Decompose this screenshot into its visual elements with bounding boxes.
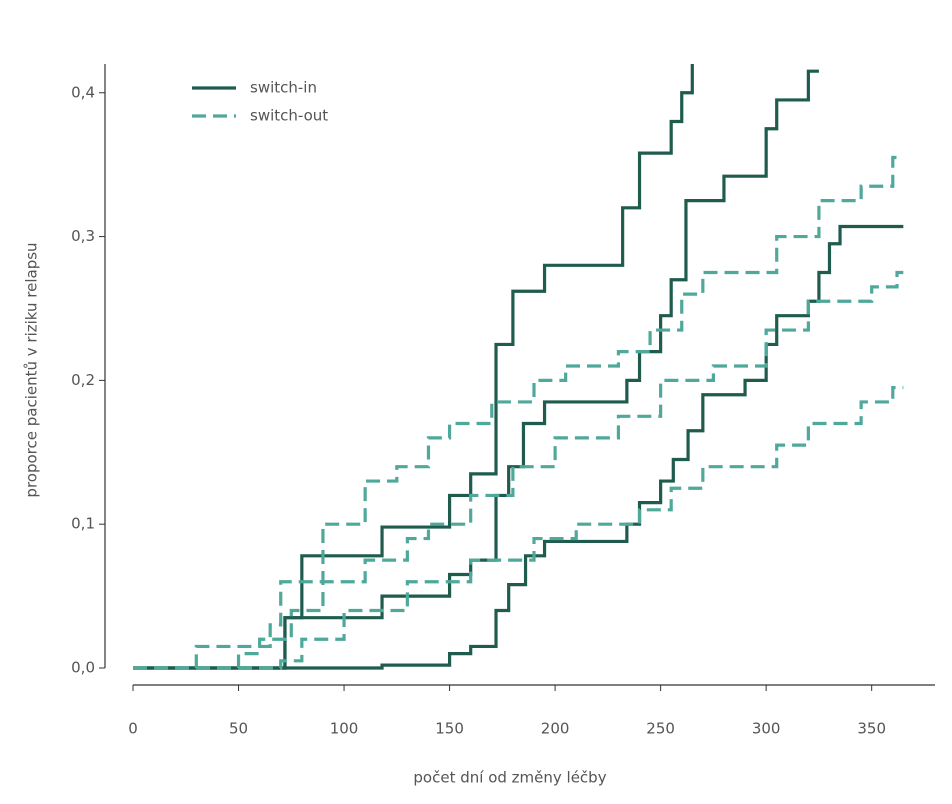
legend-label: switch-out <box>250 107 328 125</box>
x-tick-label: 0 <box>128 720 138 738</box>
x-tick-label: 300 <box>752 720 781 738</box>
step-line <box>133 385 904 670</box>
x-axis-label: počet dní od změny léčby <box>413 769 606 787</box>
y-tick-label: 0,4 <box>71 83 95 101</box>
x-tick-label: 150 <box>435 720 464 738</box>
step-line <box>133 270 904 670</box>
x-tick-label: 250 <box>646 720 675 738</box>
step-line <box>133 69 819 670</box>
legend-label: switch-in <box>250 79 317 97</box>
step-line <box>133 155 904 670</box>
y-axis-label: proporce pacientů v riziku relapsu <box>23 242 41 497</box>
y-tick-label: 0,3 <box>71 227 95 245</box>
x-tick-label: 200 <box>541 720 570 738</box>
y-tick-label: 0,0 <box>71 659 95 677</box>
step-line <box>133 224 904 670</box>
step-line <box>133 64 694 670</box>
x-tick-label: 350 <box>857 720 886 738</box>
x-tick-label: 100 <box>330 720 359 738</box>
x-tick-label: 50 <box>229 720 248 738</box>
y-tick-label: 0,2 <box>71 371 95 389</box>
y-tick-label: 0,1 <box>71 515 95 533</box>
